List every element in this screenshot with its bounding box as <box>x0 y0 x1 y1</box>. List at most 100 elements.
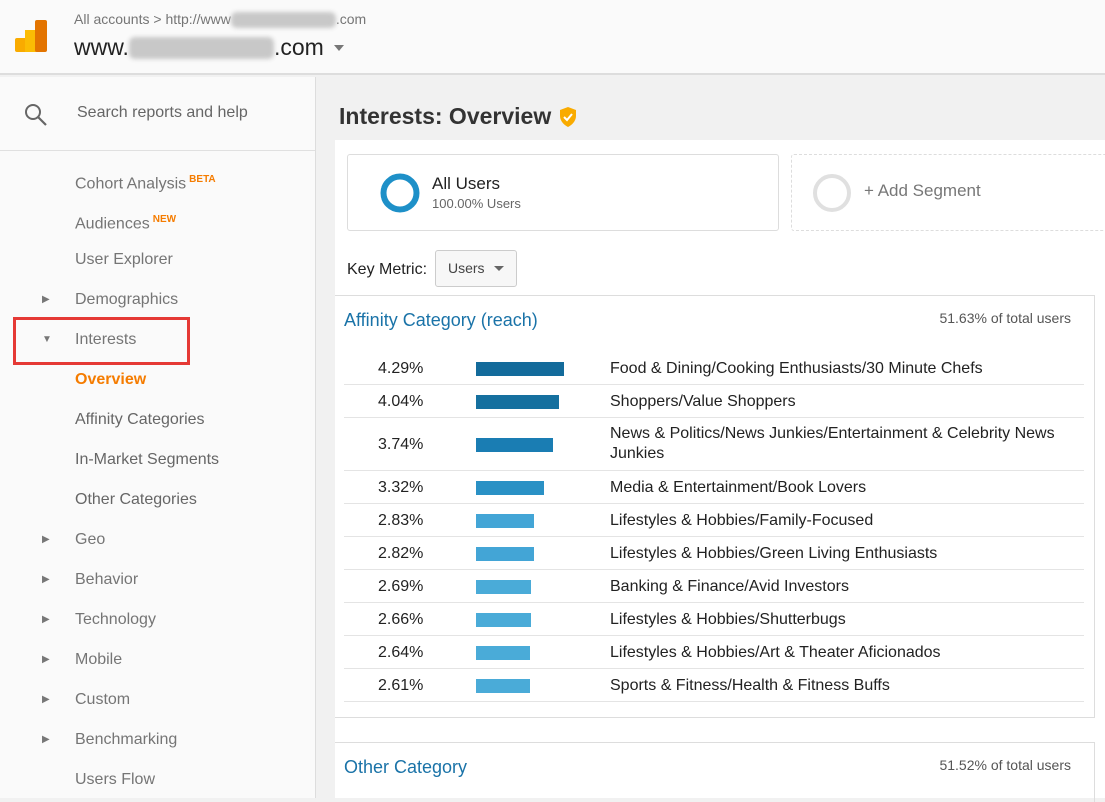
add-segment-button[interactable]: + Add Segment <box>791 154 1105 231</box>
breadcrumb-url-end: .com <box>335 11 367 27</box>
breadcrumb[interactable]: All accounts > http://www .com <box>74 11 367 29</box>
sidebar: Search reports and help Cohort Analysis B… <box>0 77 316 798</box>
row-category-link[interactable]: Banking & Finance/Avid Investors <box>610 577 849 595</box>
row-percent: 2.61% <box>378 676 424 694</box>
key-metric-dropdown[interactable]: Users <box>435 250 517 287</box>
table-row: 4.04% Shoppers/Value Shoppers <box>344 385 1084 418</box>
row-percent: 2.64% <box>378 643 424 661</box>
sidebar-item-behavior[interactable]: ▶ Behavior <box>0 560 316 600</box>
label-text: Overview <box>75 371 147 388</box>
breadcrumb-all-accounts[interactable]: All accounts <box>74 11 150 27</box>
badge: BETA <box>189 174 216 185</box>
sidebar-item-other-categories[interactable]: Other Categories <box>0 480 316 520</box>
sidebar-item-label: Behavior <box>75 560 138 600</box>
sidebar-item-interests[interactable]: ▼ Interests <box>0 320 316 360</box>
sidebar-item-demographics[interactable]: ▶ Demographics <box>0 280 316 320</box>
row-category-link[interactable]: Shoppers/Value Shoppers <box>610 392 796 410</box>
sidebar-item-label: Other Categories <box>75 480 197 520</box>
other-category-total: 51.52% of total users <box>939 757 1071 773</box>
segment-all-users[interactable]: All Users 100.00% Users <box>347 154 779 231</box>
label-text: In-Market Segments <box>75 451 220 468</box>
header: All accounts > http://www .com www. .com <box>0 0 1105 75</box>
sidebar-item-label: Overview <box>75 360 146 400</box>
key-metric-label: Key Metric: <box>347 261 428 278</box>
row-percent: 2.66% <box>378 610 424 628</box>
caret-right-icon: ▶ <box>42 534 50 545</box>
affinity-section: Affinity Category (reach) 51.63% of tota… <box>335 295 1095 718</box>
table-row: 4.29% Food & Dining/Cooking Enthusiasts/… <box>344 352 1084 385</box>
row-category-link[interactable]: Sports & Fitness/Health & Fitness Buffs <box>610 676 890 694</box>
sidebar-item-label: Audiences NEW <box>75 200 176 244</box>
affinity-total: 51.63% of total users <box>939 310 1071 326</box>
property-selector[interactable]: www. .com <box>74 34 344 61</box>
row-percent: 2.83% <box>378 511 424 529</box>
row-category-link[interactable]: Lifestyles & Hobbies/Art & Theater Afici… <box>610 643 941 661</box>
redacted <box>128 36 274 59</box>
analytics-logo-icon[interactable] <box>15 20 47 52</box>
search-icon <box>25 104 47 126</box>
search-placeholder: Search reports and help <box>77 104 248 121</box>
label-text: Cohort Analysis <box>75 175 187 193</box>
sidebar-item-technology[interactable]: ▶ Technology <box>0 600 316 640</box>
row-bar <box>476 546 534 561</box>
row-category-link[interactable]: Lifestyles & Hobbies/Family-Focused <box>610 511 874 529</box>
sidebar-item-users-flow[interactable]: Users Flow <box>0 760 316 800</box>
table-row: 3.74% News & Politics/News Junkies/Enter… <box>344 418 1084 471</box>
caret-right-icon: ▶ <box>42 694 50 705</box>
sidebar-item-cohort-analysis[interactable]: Cohort Analysis BETA <box>0 160 316 200</box>
row-bar <box>476 480 544 495</box>
label-text: Technology <box>75 611 156 628</box>
sidebar-item-in-market-segments[interactable]: In-Market Segments <box>0 440 316 480</box>
badge: NEW <box>152 214 177 225</box>
row-category-link[interactable]: News & Politics/News Junkies/Entertainme… <box>610 425 1055 462</box>
row-bar <box>476 394 559 409</box>
label-text: Custom <box>75 691 131 708</box>
table-row: 2.69% Banking & Finance/Avid Investors <box>344 570 1084 603</box>
sidebar-item-label: Cohort Analysis BETA <box>75 160 216 204</box>
row-category-link[interactable]: Food & Dining/Cooking Enthusiasts/30 Min… <box>610 359 983 377</box>
breadcrumb-separator: > <box>153 11 162 27</box>
row-bar <box>476 437 553 452</box>
row-category-link[interactable]: Lifestyles & Hobbies/Shutterbugs <box>610 610 846 628</box>
row-bar <box>476 361 564 376</box>
row-category-link[interactable]: Media & Entertainment/Book Lovers <box>610 478 867 496</box>
row-bar <box>476 513 534 528</box>
report-panel: All Users 100.00% Users + Add Segment Ke… <box>335 140 1105 802</box>
row-bar <box>476 678 530 693</box>
caret-right-icon: ▶ <box>42 614 50 625</box>
sidebar-item-label: Affinity Categories <box>75 400 205 440</box>
sidebar-item-label: Custom <box>75 680 130 720</box>
table-row: 2.66% Lifestyles & Hobbies/Shutterbugs <box>344 603 1084 636</box>
sidebar-item-affinity-categories[interactable]: Affinity Categories <box>0 400 316 440</box>
segment-donut-icon <box>380 173 420 213</box>
sidebar-item-custom[interactable]: ▶ Custom <box>0 680 316 720</box>
sidebar-item-label: Users Flow <box>75 760 155 800</box>
label-text: User Explorer <box>75 251 173 268</box>
caret-right-icon: ▶ <box>42 734 50 745</box>
sidebar-item-overview[interactable]: Overview <box>0 360 316 400</box>
sidebar-item-user-explorer[interactable]: User Explorer <box>0 240 316 280</box>
sidebar-item-mobile[interactable]: ▶ Mobile <box>0 640 316 680</box>
segment-name: All Users <box>432 174 501 193</box>
sidebar-item-geo[interactable]: ▶ Geo <box>0 520 316 560</box>
affinity-title[interactable]: Affinity Category (reach) <box>344 310 538 330</box>
caret-right-icon: ▶ <box>42 654 50 665</box>
search-input[interactable]: Search reports and help <box>0 77 315 151</box>
label-text: Geo <box>75 531 106 548</box>
row-percent: 3.32% <box>378 478 424 496</box>
row-category-link[interactable]: Lifestyles & Hobbies/Green Living Enthus… <box>610 544 938 562</box>
chevron-down-icon <box>494 266 504 271</box>
label-text: Users Flow <box>75 771 156 788</box>
label-text: Mobile <box>75 651 123 668</box>
other-category-title[interactable]: Other Category <box>344 757 468 777</box>
segment-percent: 100.00% Users <box>432 196 521 211</box>
sidebar-item-benchmarking[interactable]: ▶ Benchmarking <box>0 720 316 760</box>
segment-placeholder-icon <box>813 174 851 212</box>
label-text: Audiences <box>75 215 150 233</box>
table-row: 2.83% Lifestyles & Hobbies/Family-Focuse… <box>344 504 1084 537</box>
verified-shield-icon <box>560 106 577 127</box>
sidebar-item-audiences[interactable]: Audiences NEW <box>0 200 316 240</box>
sidebar-item-label: Geo <box>75 520 105 560</box>
redacted <box>230 12 336 29</box>
label-text: Benchmarking <box>75 731 178 748</box>
